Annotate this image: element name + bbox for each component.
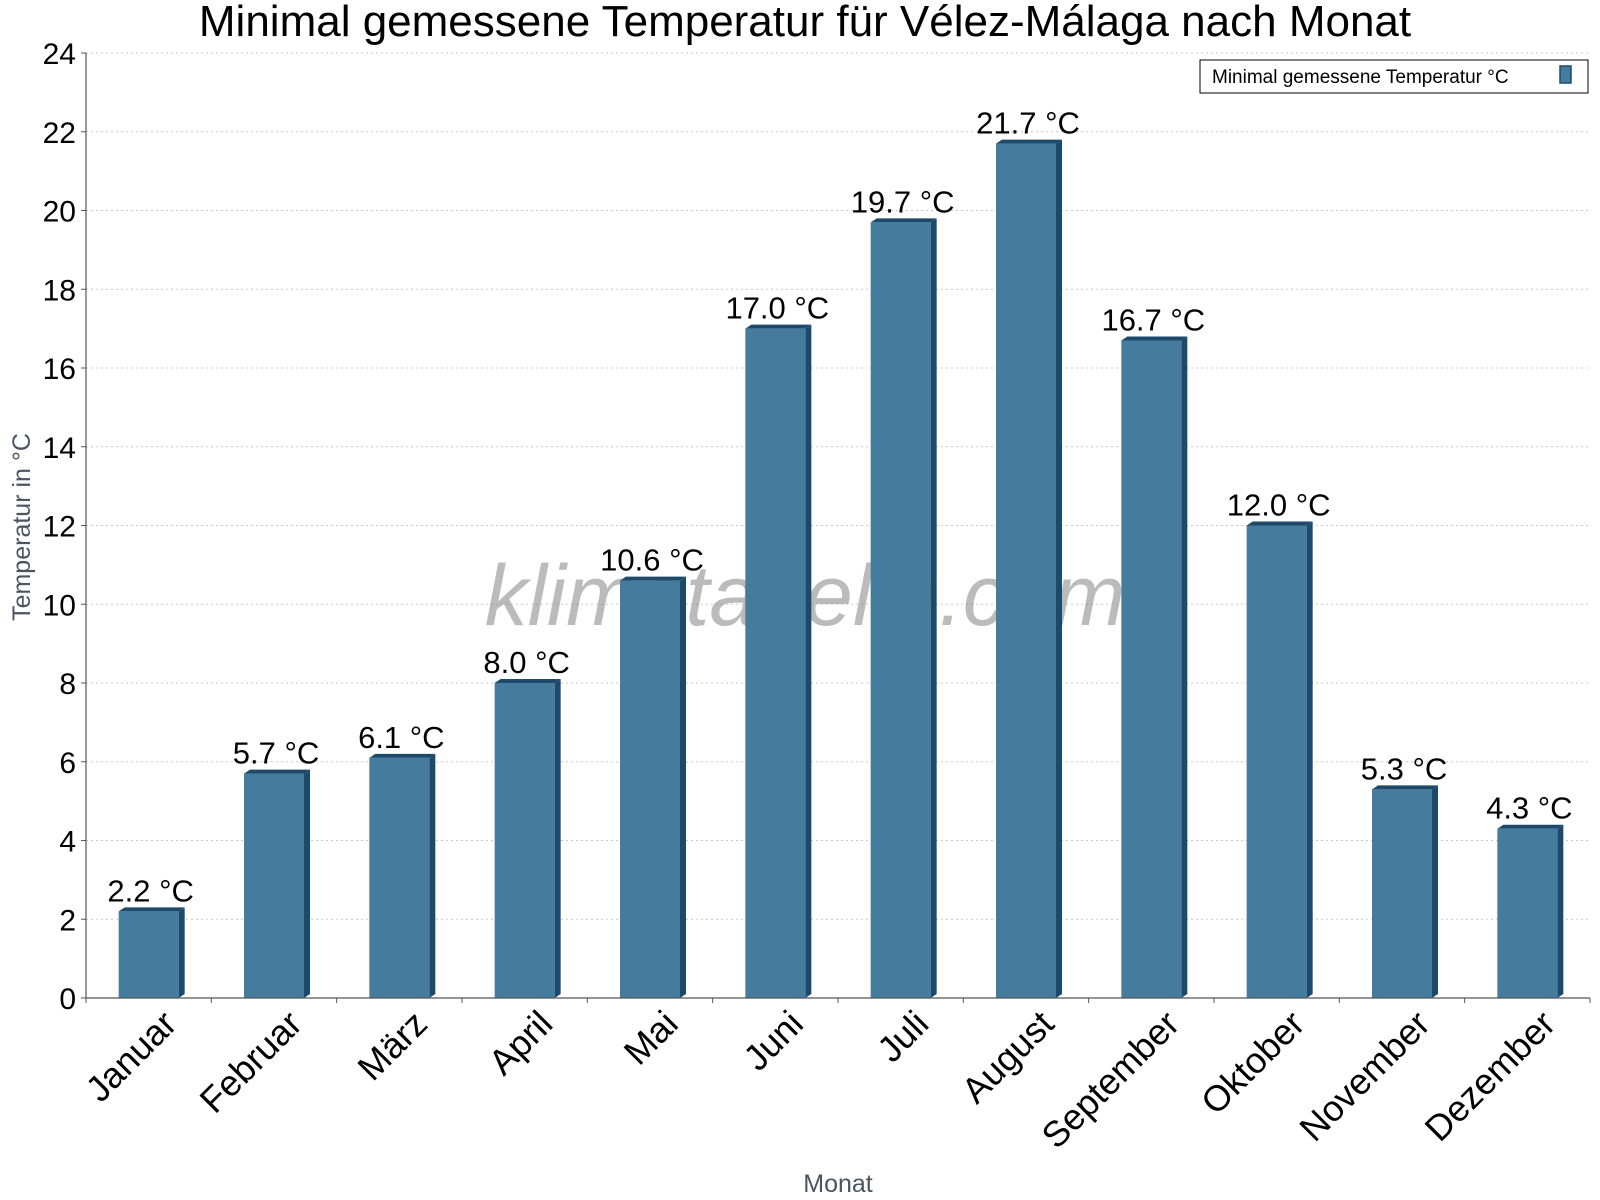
data-label: 5.3 °C xyxy=(1361,751,1448,786)
bar-top xyxy=(1246,521,1313,526)
x-tick-label: Juli xyxy=(869,1003,936,1070)
y-tick-label: 24 xyxy=(43,38,76,71)
bar xyxy=(369,757,430,998)
bar xyxy=(118,911,179,998)
y-axis-label: Temperatur in °C xyxy=(8,433,36,621)
bar-top xyxy=(369,753,436,758)
y-tick-label: 14 xyxy=(43,432,76,465)
y-tick-label: 16 xyxy=(43,353,76,386)
bar-side xyxy=(304,769,310,998)
x-tick-label: Januar xyxy=(77,1003,184,1110)
bar-side xyxy=(429,753,436,998)
bar-side xyxy=(1306,521,1313,998)
x-tick-label: Oktober xyxy=(1193,1003,1313,1123)
legend: Minimal gemessene Temperatur °C xyxy=(1199,59,1589,94)
bar-side xyxy=(178,907,185,998)
bar-side xyxy=(680,576,686,998)
data-label: 16.7 °C xyxy=(1101,302,1205,337)
x-tick-label: Juni xyxy=(735,1003,811,1079)
legend-label: Minimal gemessene Temperatur °C xyxy=(1212,67,1509,88)
x-tick-label: März xyxy=(349,1003,435,1089)
bar-top xyxy=(745,324,812,329)
bar-top xyxy=(118,907,185,912)
data-label: 6.1 °C xyxy=(358,720,445,755)
x-tick-label: August xyxy=(953,1003,1061,1111)
x-tick-label: Dezember xyxy=(1417,1003,1563,1149)
data-label: 10.6 °C xyxy=(600,543,704,578)
bar xyxy=(620,580,680,998)
data-label: 2.2 °C xyxy=(107,873,194,908)
data-label: 19.7 °C xyxy=(851,184,955,219)
data-label: 12.0 °C xyxy=(1227,488,1331,523)
y-tick-label: 20 xyxy=(43,196,76,229)
x-tick-labels: Januar Februar März April Mai Juni Juli AugustS… xyxy=(77,998,1591,1157)
bar xyxy=(244,773,304,998)
bar-side xyxy=(1432,785,1438,998)
x-tick-label: Februar xyxy=(192,1003,310,1121)
x-tick-label: November xyxy=(1291,1003,1437,1149)
y-tick-label: 2 xyxy=(59,904,76,937)
x-tick-label: April xyxy=(480,1003,560,1083)
legend-swatch xyxy=(1559,65,1572,84)
y-tick-label: 22 xyxy=(43,117,76,150)
y-tick-label: 12 xyxy=(43,511,76,544)
bar-top xyxy=(620,576,686,581)
bar-side xyxy=(1056,139,1062,998)
data-label: 5.7 °C xyxy=(233,736,320,771)
bar-side xyxy=(1181,336,1188,998)
data-label: 17.0 °C xyxy=(725,291,829,326)
bars: 2.2 °C 5.7 °C 6.1 °C 8.0 °C 10.6 °C 17.0 °C 19… xyxy=(107,106,1573,998)
y-tick-label: 4 xyxy=(59,826,76,859)
bar xyxy=(996,143,1056,998)
y-tick-label: 18 xyxy=(43,274,76,307)
bar-top xyxy=(244,769,310,774)
chart-title: Minimal gemessene Temperatur für Vélez-M… xyxy=(199,0,1411,46)
grid-lines xyxy=(86,52,1590,920)
data-label: 8.0 °C xyxy=(483,645,570,680)
bar xyxy=(494,683,555,998)
bar-side xyxy=(554,679,561,998)
bar-top xyxy=(1372,785,1438,790)
bar xyxy=(1372,789,1432,998)
bar-top xyxy=(1497,824,1564,829)
bar xyxy=(870,222,931,998)
y-tick-label: 8 xyxy=(59,668,76,701)
bar-side xyxy=(805,324,812,998)
bar xyxy=(745,328,806,998)
y-tick-label: 0 xyxy=(59,983,76,1016)
bar-top xyxy=(1121,336,1188,341)
x-axis-label: Monat xyxy=(803,1170,873,1198)
bar-top xyxy=(870,218,937,223)
bar xyxy=(1497,828,1558,998)
legend-box xyxy=(1199,59,1589,94)
y-tick-label: 6 xyxy=(59,747,76,780)
bar-top xyxy=(996,139,1062,144)
y-tick-label: 10 xyxy=(43,589,76,622)
x-tick-label: September xyxy=(1033,1003,1187,1157)
x-tick-label: Mai xyxy=(616,1003,686,1073)
bar-top xyxy=(494,679,561,683)
data-label: 21.7 °C xyxy=(976,106,1080,141)
bar xyxy=(1246,525,1307,998)
bar-side xyxy=(1557,824,1564,998)
bar xyxy=(1121,340,1182,998)
bar-side xyxy=(930,218,937,998)
data-label: 4.3 °C xyxy=(1486,791,1573,826)
